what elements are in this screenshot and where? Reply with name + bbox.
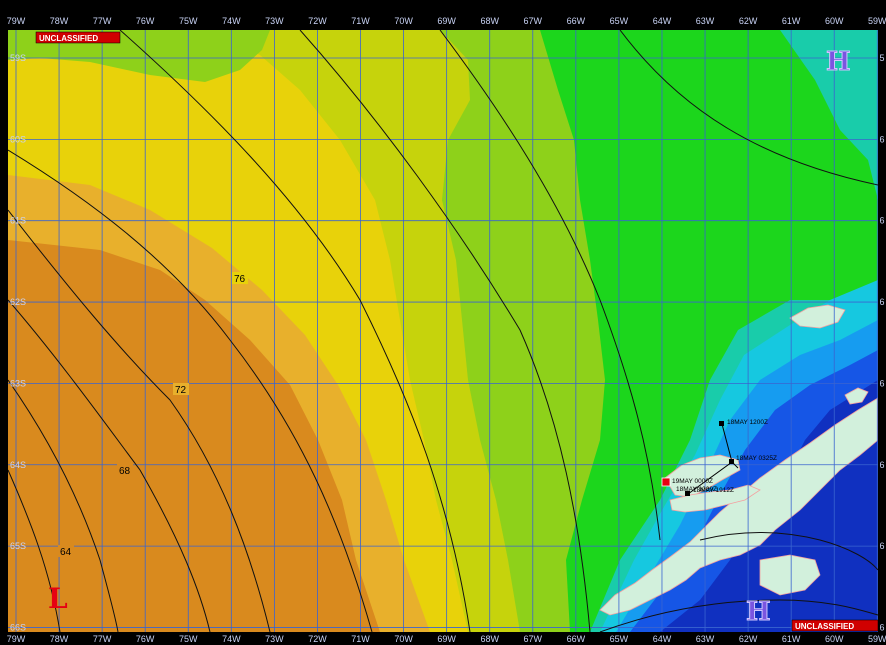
current-position-marker[interactable] [661, 477, 671, 487]
longitude-label: 75W [179, 16, 198, 26]
longitude-label: 60W [825, 634, 844, 644]
longitude-label: 74W [222, 634, 241, 644]
longitude-label: 78W [50, 16, 69, 26]
classification-banner-top: UNCLASSIFIED [39, 34, 98, 43]
longitude-label: 62W [739, 16, 758, 26]
latitude-label: 65S [10, 541, 26, 551]
track-label: 18MAY 1200Z [727, 419, 768, 426]
longitude-label: 68W [480, 634, 499, 644]
longitude-label: 66W [567, 634, 586, 644]
isobar-lines [8, 30, 878, 632]
contour-label-76: 76 [234, 274, 246, 285]
track-label: 18MAY 0325Z [736, 455, 777, 462]
high-pressure-marker[interactable]: H [746, 597, 772, 628]
latitude-label: 6 [879, 622, 884, 632]
lat-lon-grid [8, 30, 878, 632]
contour-label-72: 72 [175, 385, 187, 396]
longitude-label: 67W [524, 16, 543, 26]
longitude-label: 64W [653, 634, 672, 644]
longitude-label: 70W [394, 16, 413, 26]
longitude-label: 77W [93, 16, 112, 26]
longitude-label: 75W [179, 634, 198, 644]
latitude-label: 62S [10, 297, 26, 307]
longitude-label: 66W [567, 16, 586, 26]
longitude-label: 63W [696, 16, 715, 26]
track-label: 18MAY 1912Z [693, 487, 734, 494]
longitude-label: 62W [739, 634, 758, 644]
color-fill-layer [8, 30, 878, 632]
latitude-label: 6 [879, 378, 884, 388]
longitude-label: 65W [610, 16, 629, 26]
latitude-label: 59S [10, 53, 26, 63]
longitude-label: 72W [308, 634, 327, 644]
contour-labels: 76 72 68 64 [58, 272, 248, 558]
longitude-label: 59W [868, 16, 886, 26]
longitude-label: 71W [351, 16, 370, 26]
longitude-label: 70W [394, 634, 413, 644]
latitude-label: 66S [10, 622, 26, 632]
longitude-label: 69W [437, 16, 456, 26]
longitude-label: 61W [782, 16, 801, 26]
classification-banner-bottom: UNCLASSIFIED [795, 622, 854, 631]
longitude-label: 73W [265, 16, 284, 26]
track-label: 19MAY 0000Z [672, 478, 713, 485]
longitude-label: 69W [437, 634, 456, 644]
land-island-south [759, 554, 821, 596]
longitude-label: 79W [7, 16, 26, 26]
longitude-label: 60W [825, 16, 844, 26]
latitude-label: 64S [10, 460, 26, 470]
longitude-label: 76W [136, 16, 155, 26]
track-point-marker[interactable] [719, 421, 724, 426]
low-pressure-marker[interactable]: L [48, 582, 68, 615]
ship-track: 19MAY 0000Z 18MAY 1200Z 18MAY 0325Z 18MA… [661, 419, 777, 496]
land-bay-shore [669, 484, 761, 513]
latitude-label: 61S [10, 216, 26, 226]
longitude-label: 67W [524, 634, 543, 644]
longitude-label: 72W [308, 16, 327, 26]
longitude-label: 65W [610, 634, 629, 644]
land-island-ne [844, 387, 869, 405]
land-antarctic-peninsula [599, 397, 878, 616]
latitude-label: 6 [879, 134, 884, 144]
longitude-label: 61W [782, 634, 801, 644]
longitude-label: 76W [136, 634, 155, 644]
longitude-label: 77W [93, 634, 112, 644]
track-point-marker[interactable] [729, 459, 734, 464]
latitude-label: 5 [879, 53, 884, 63]
longitude-label: 74W [222, 16, 241, 26]
contour-label-68: 68 [119, 466, 131, 477]
latitude-label: 6 [879, 216, 884, 226]
latitude-labels-right: 5 6 6 6 6 6 6 6 [879, 53, 884, 632]
longitude-label: 64W [653, 16, 672, 26]
latitude-label: 6 [879, 541, 884, 551]
longitude-label: 59W [868, 634, 886, 644]
longitude-labels-top: 79W 78W 77W 76W 75W 74W 73W 72W 71W 70W 69W 68W 67W 6… [7, 16, 886, 26]
latitude-label: 63S [10, 378, 26, 388]
high-pressure-marker[interactable]: H [826, 47, 852, 78]
track-point-marker[interactable] [685, 491, 690, 496]
longitude-label: 68W [480, 16, 499, 26]
longitude-label: 78W [50, 634, 69, 644]
track-label: 18MAY 1000Z [676, 486, 717, 493]
latitude-label: 6 [879, 460, 884, 470]
classification-banners: UNCLASSIFIED UNCLASSIFIED [35, 31, 879, 632]
longitude-label: 79W [7, 634, 26, 644]
contour-label-64: 64 [60, 547, 72, 558]
pressure-centers: L H H [48, 47, 852, 628]
latitude-label: 60S [10, 134, 26, 144]
latitude-label: 6 [879, 297, 884, 307]
longitude-label: 63W [696, 634, 715, 644]
longitude-labels-bottom: 79W 78W 77W 76W 75W 74W 73W 72W 71W 70W 69W 68W 67W 6… [7, 634, 886, 644]
longitude-label: 71W [351, 634, 370, 644]
latitude-labels-left: 59S 60S 61S 62S 63S 64S 65S 66S [10, 53, 26, 632]
land-island-north [789, 304, 846, 329]
longitude-label: 73W [265, 634, 284, 644]
